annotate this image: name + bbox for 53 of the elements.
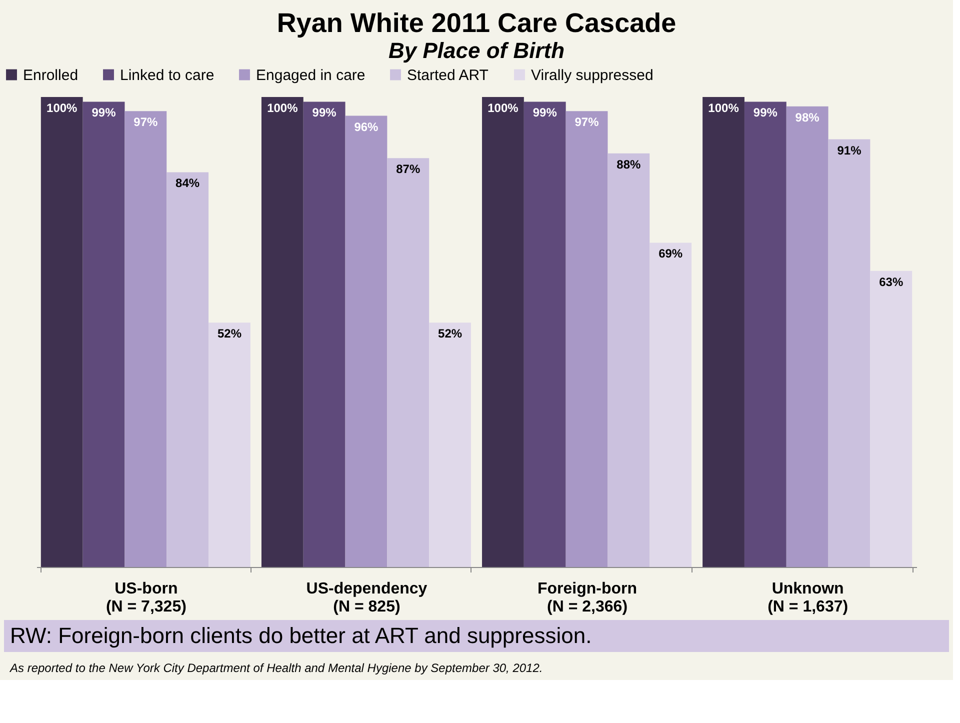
bar — [524, 102, 566, 567]
x-tick-label: US-born (N = 7,325) — [106, 580, 186, 616]
bar — [429, 322, 471, 567]
legend-label: Enrolled — [23, 66, 78, 84]
text: As reported to the New York City Department of Health and Mental Hygiene by September 30, 2012. — [9, 661, 543, 675]
chart-subtitle: By Place of Birth — [388, 38, 565, 63]
data-label: 84% — [176, 176, 200, 190]
bar — [261, 97, 304, 567]
bar — [608, 153, 650, 567]
bar — [166, 172, 209, 567]
bar — [482, 97, 524, 567]
data-label: 88% — [616, 157, 642, 172]
bar — [208, 322, 250, 567]
data-label: 52% — [217, 326, 242, 341]
data-label: 100% — [46, 101, 78, 115]
legend-label: Linked to care — [120, 66, 214, 84]
bar — [387, 158, 430, 567]
bar — [870, 270, 912, 567]
data-label: 87% — [396, 162, 420, 176]
bar — [702, 97, 744, 567]
text: RW: Foreign-born clients do better at ART and suppression. — [10, 623, 592, 648]
bar — [650, 242, 692, 567]
bar — [303, 102, 346, 567]
data-label: 100% — [708, 101, 740, 115]
data-label: 96% — [354, 120, 379, 134]
data-label: 63% — [879, 274, 904, 289]
bar — [786, 106, 828, 567]
legend-label: Engaged in care — [256, 66, 366, 84]
data-label: 91% — [837, 143, 862, 158]
chart-title: Ryan White 2011 Care Cascade — [276, 8, 676, 38]
data-label: 97% — [574, 115, 600, 130]
data-label: 99% — [532, 106, 558, 120]
data-label: 99% — [753, 106, 778, 120]
bar — [40, 97, 83, 567]
data-label: 98% — [795, 110, 820, 124]
data-label: 52% — [438, 326, 462, 341]
data-label: 99% — [92, 106, 116, 120]
bar — [828, 139, 870, 567]
bar — [82, 102, 125, 567]
bar — [744, 102, 786, 567]
data-label: 99% — [312, 106, 337, 120]
x-tick-label: Unknown (N = 1,637) — [768, 580, 848, 616]
bar — [566, 111, 608, 567]
data-label: 100% — [267, 101, 298, 115]
bar — [124, 111, 167, 567]
data-label: 100% — [488, 101, 519, 115]
x-tick-label: US-dependency (N = 825) — [306, 580, 428, 616]
bar — [345, 116, 388, 567]
data-label: 97% — [134, 115, 158, 130]
legend-label: Virally suppressed — [531, 66, 654, 84]
legend-label: Started ART — [407, 66, 488, 84]
data-label: 69% — [658, 246, 683, 261]
x-tick-label: Foreign-born (N = 2,366) — [538, 580, 638, 616]
